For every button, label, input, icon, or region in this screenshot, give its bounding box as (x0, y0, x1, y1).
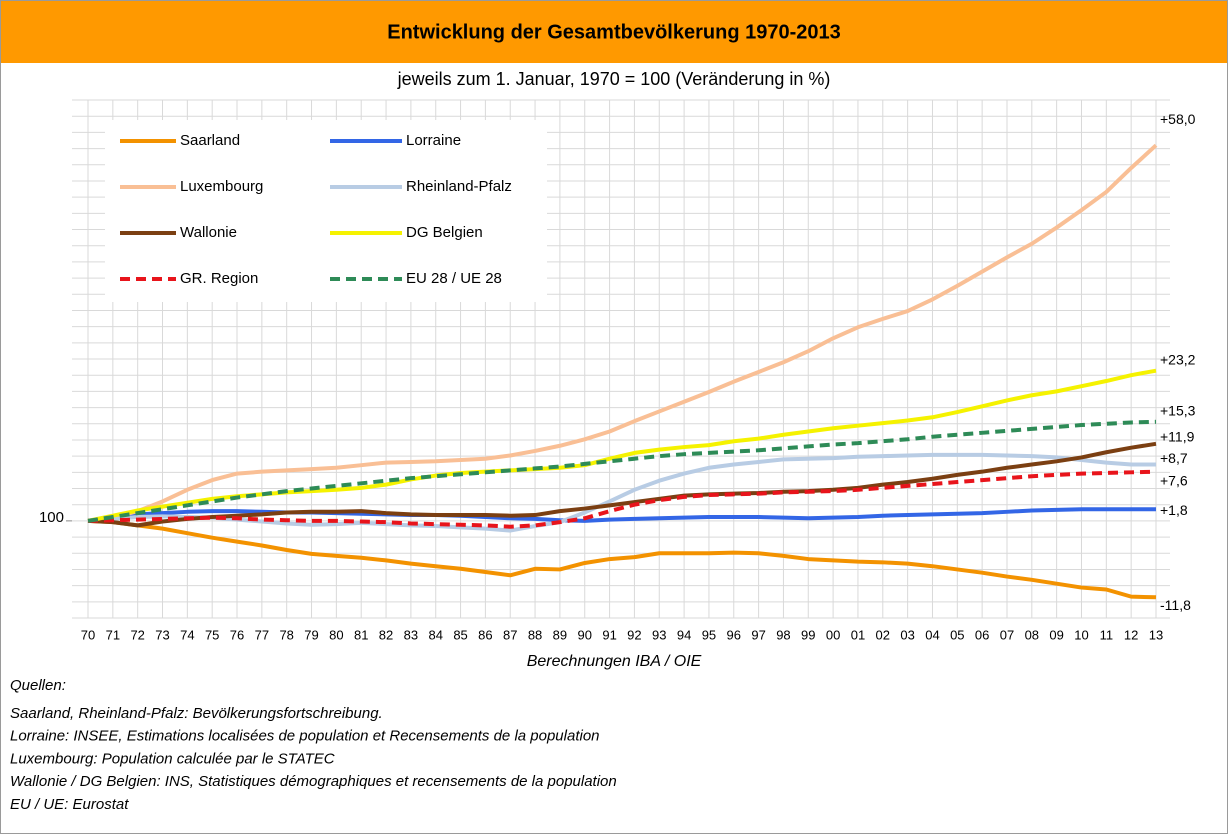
end-label: +7,6 (1160, 472, 1188, 488)
source-line: Wallonie / DG Belgien: INS, Statistiques… (10, 773, 617, 790)
x-tick-label: 84 (428, 627, 442, 642)
series-line (87, 469, 1157, 529)
end-label: +58,0 (1160, 111, 1196, 127)
series-line (87, 441, 1157, 528)
x-tick-label: 97 (751, 627, 765, 642)
x-tick-label: 96 (727, 627, 741, 642)
x-tick-label: 05 (950, 627, 964, 642)
end-label: +15,3 (1160, 403, 1196, 419)
series-line (87, 419, 1157, 523)
x-tick-label: 80 (329, 627, 343, 642)
x-tick-label: 10 (1074, 627, 1088, 642)
x-tick-label: 98 (776, 627, 790, 642)
header (1, 1, 1227, 63)
legend-label: GR. Region (180, 270, 258, 287)
chart-subtitle: jeweils zum 1. Januar, 1970 = 100 (Verän… (397, 69, 831, 89)
x-tick-label: 72 (130, 627, 144, 642)
sources-heading: Quellen: (10, 677, 66, 694)
x-tick-label: 78 (279, 627, 293, 642)
end-label: +11,9 (1160, 429, 1195, 445)
x-tick-label: 95 (702, 627, 716, 642)
source-line: Lorraine: INSEE, Estimations localisées … (10, 728, 600, 745)
x-tick-label: 00 (826, 627, 840, 642)
series-line (87, 143, 1158, 523)
x-tick-label: 75 (205, 627, 219, 642)
x-tick-label: 06 (975, 627, 989, 642)
x-tick-label: 04 (925, 627, 939, 642)
source-line: Luxembourg: Population calculée par le S… (10, 750, 335, 767)
x-tick-label: 82 (379, 627, 393, 642)
x-tick-label: 86 (478, 627, 492, 642)
legend-label: Luxembourg (180, 178, 263, 195)
legend-label: Rheinland-Pfalz (406, 178, 512, 195)
legend-label: Wallonie (180, 224, 237, 241)
legend-box (105, 120, 547, 302)
end-label: +1,8 (1160, 502, 1188, 518)
series-line (87, 452, 1156, 533)
legend-label: EU 28 / UE 28 (406, 270, 502, 287)
x-tick-label: 94 (677, 627, 691, 642)
x-tick-label: 70 (81, 627, 95, 642)
x-tick-label: 73 (155, 627, 169, 642)
x-tick-label: 77 (255, 627, 269, 642)
x-tick-label: 81 (354, 627, 368, 642)
x-tick-label: 03 (900, 627, 914, 642)
x-tick-label: 85 (453, 627, 467, 642)
end-label: -11,8 (1160, 597, 1191, 613)
x-tick-label: 09 (1049, 627, 1063, 642)
end-label: +23,2 (1160, 351, 1196, 367)
legend-label: Saarland (180, 132, 240, 149)
chart-title: Entwicklung der Gesamtbevölkerung 1970-2… (387, 21, 841, 43)
x-tick-label: 91 (602, 627, 616, 642)
x-tick-label: 76 (230, 627, 244, 642)
x-axis-label: Berechnungen IBA / OIE (527, 653, 702, 670)
series-line (87, 507, 1156, 523)
x-tick-label: 13 (1149, 627, 1163, 642)
x-tick-label: 02 (876, 627, 890, 642)
x-tick-label: 99 (801, 627, 815, 642)
x-tick-label: 79 (304, 627, 318, 642)
source-line: Saarland, Rheinland-Pfalz: Bevölkerungsf… (10, 705, 383, 722)
x-tick-label: 92 (627, 627, 641, 642)
x-tick-label: 12 (1124, 627, 1138, 642)
y-tick-label: 100 (39, 509, 64, 526)
x-tick-label: 88 (528, 627, 542, 642)
x-tick-label: 87 (503, 627, 517, 642)
x-tick-label: 07 (1000, 627, 1014, 642)
x-tick-label: 74 (180, 627, 194, 642)
x-tick-label: 08 (1025, 627, 1039, 642)
x-tick-label: 93 (652, 627, 666, 642)
legend-label: DG Belgien (406, 224, 483, 241)
x-tick-label: 01 (851, 627, 865, 642)
end-label: +8,7 (1160, 450, 1188, 466)
x-tick-label: 83 (404, 627, 418, 642)
legend-label: Lorraine (406, 132, 461, 149)
x-tick-label: 90 (578, 627, 592, 642)
series-line (87, 518, 1157, 600)
x-tick-label: 71 (106, 627, 120, 642)
source-line: EU / UE: Eurostat (10, 796, 129, 813)
x-tick-label: 11 (1100, 627, 1114, 642)
x-tick-label: 89 (553, 627, 567, 642)
